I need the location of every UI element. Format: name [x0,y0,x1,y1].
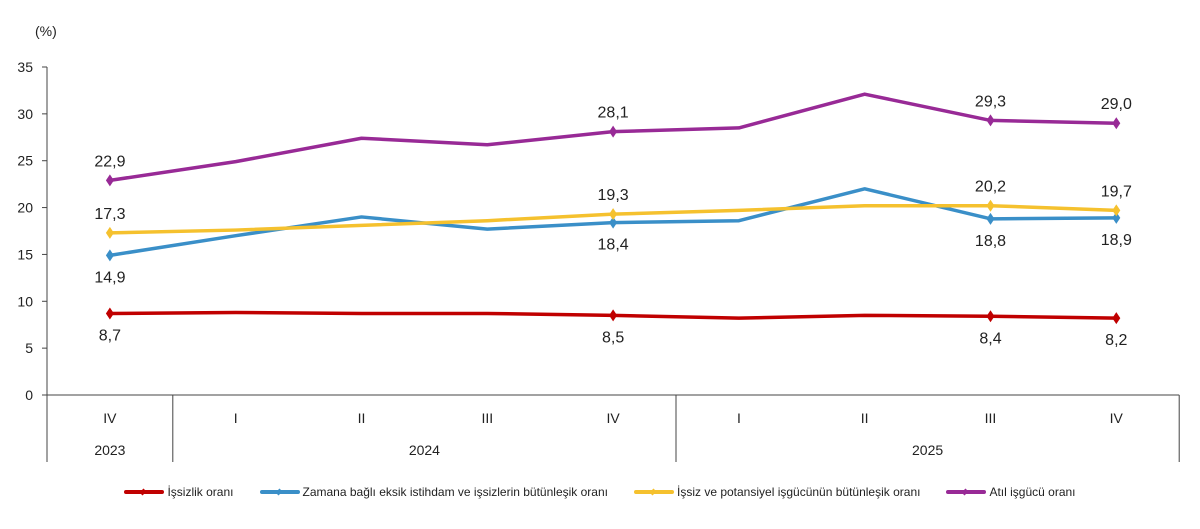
x-tick-label: IV [103,410,117,426]
data-label: 19,3 [598,187,629,204]
data-label: 18,8 [975,233,1006,250]
y-tick-label: 20 [17,200,33,216]
y-tick-label: 10 [17,293,33,309]
legend: İşsizlik oranı Zamana bağlı eksik istihda… [0,485,1200,499]
legend-swatch [633,490,674,494]
data-label: 8,2 [1105,332,1127,349]
y-tick-label: 15 [17,246,33,262]
legend-item: Atıl işgücü oranı [946,485,1076,499]
x-tick-label: IV [1110,410,1124,426]
data-label: 20,2 [975,179,1006,196]
data-point-marker [609,309,618,322]
data-point-marker [105,307,114,320]
data-label: 8,7 [99,327,121,344]
data-label: 8,5 [602,329,624,346]
x-tick-label: I [234,410,238,426]
y-tick-label: 25 [17,153,33,169]
legend-label: Atıl işgücü oranı [989,485,1076,499]
data-point-marker [609,216,618,229]
data-point-marker [1112,117,1121,130]
year-label: 2024 [409,442,440,458]
x-tick-label: I [737,410,741,426]
legend-item: İşsizlik oranı [124,485,234,499]
legend-label: İşsiz ve potansiyel işgücünün bütünleşik… [676,485,921,499]
data-label: 29,3 [975,93,1006,110]
legend-swatch [124,490,165,494]
year-label: 2023 [94,442,125,458]
data-label: 19,7 [1101,183,1132,200]
data-label: 28,1 [598,105,629,122]
data-label: 14,9 [94,269,125,286]
year-label: 2025 [912,442,943,458]
data-point-marker [986,199,995,212]
data-point-marker [609,125,618,138]
data-label: 18,9 [1101,232,1132,249]
data-point-marker [986,212,995,225]
data-point-marker [105,226,114,239]
data-label: 8,4 [979,330,1001,347]
x-tick-label: II [861,410,869,426]
data-point-marker [986,114,995,127]
legend-swatch [259,490,300,494]
x-tick-label: IV [606,410,620,426]
data-point-marker [986,310,995,323]
y-tick-label: 35 [17,59,33,75]
x-tick-label: III [481,410,493,426]
data-point-marker [105,249,114,262]
y-tick-label: 5 [25,340,33,356]
x-tick-label: II [358,410,366,426]
legend-label: Zamana bağlı eksik istihdam ve işsizleri… [302,485,608,499]
legend-item: Zamana bağlı eksik istihdam ve işsizleri… [259,485,608,499]
x-tick-label: III [985,410,997,426]
data-label: 29,0 [1101,96,1132,113]
y-unit-label: (%) [35,23,57,39]
data-label: 22,9 [94,153,125,170]
data-label: 17,3 [94,206,125,223]
data-label: 18,4 [598,237,629,254]
legend-item: İşsiz ve potansiyel işgücünün bütünleşik… [633,485,921,499]
data-point-marker [105,174,114,187]
legend-label: İşsizlik oranı [167,485,234,499]
data-point-marker [1112,204,1121,217]
data-point-marker [1112,312,1121,325]
data-point-marker [609,208,618,221]
legend-swatch [946,490,987,494]
y-tick-label: 0 [25,387,33,403]
y-tick-label: 30 [17,106,33,122]
data-point-marker [1112,211,1121,224]
